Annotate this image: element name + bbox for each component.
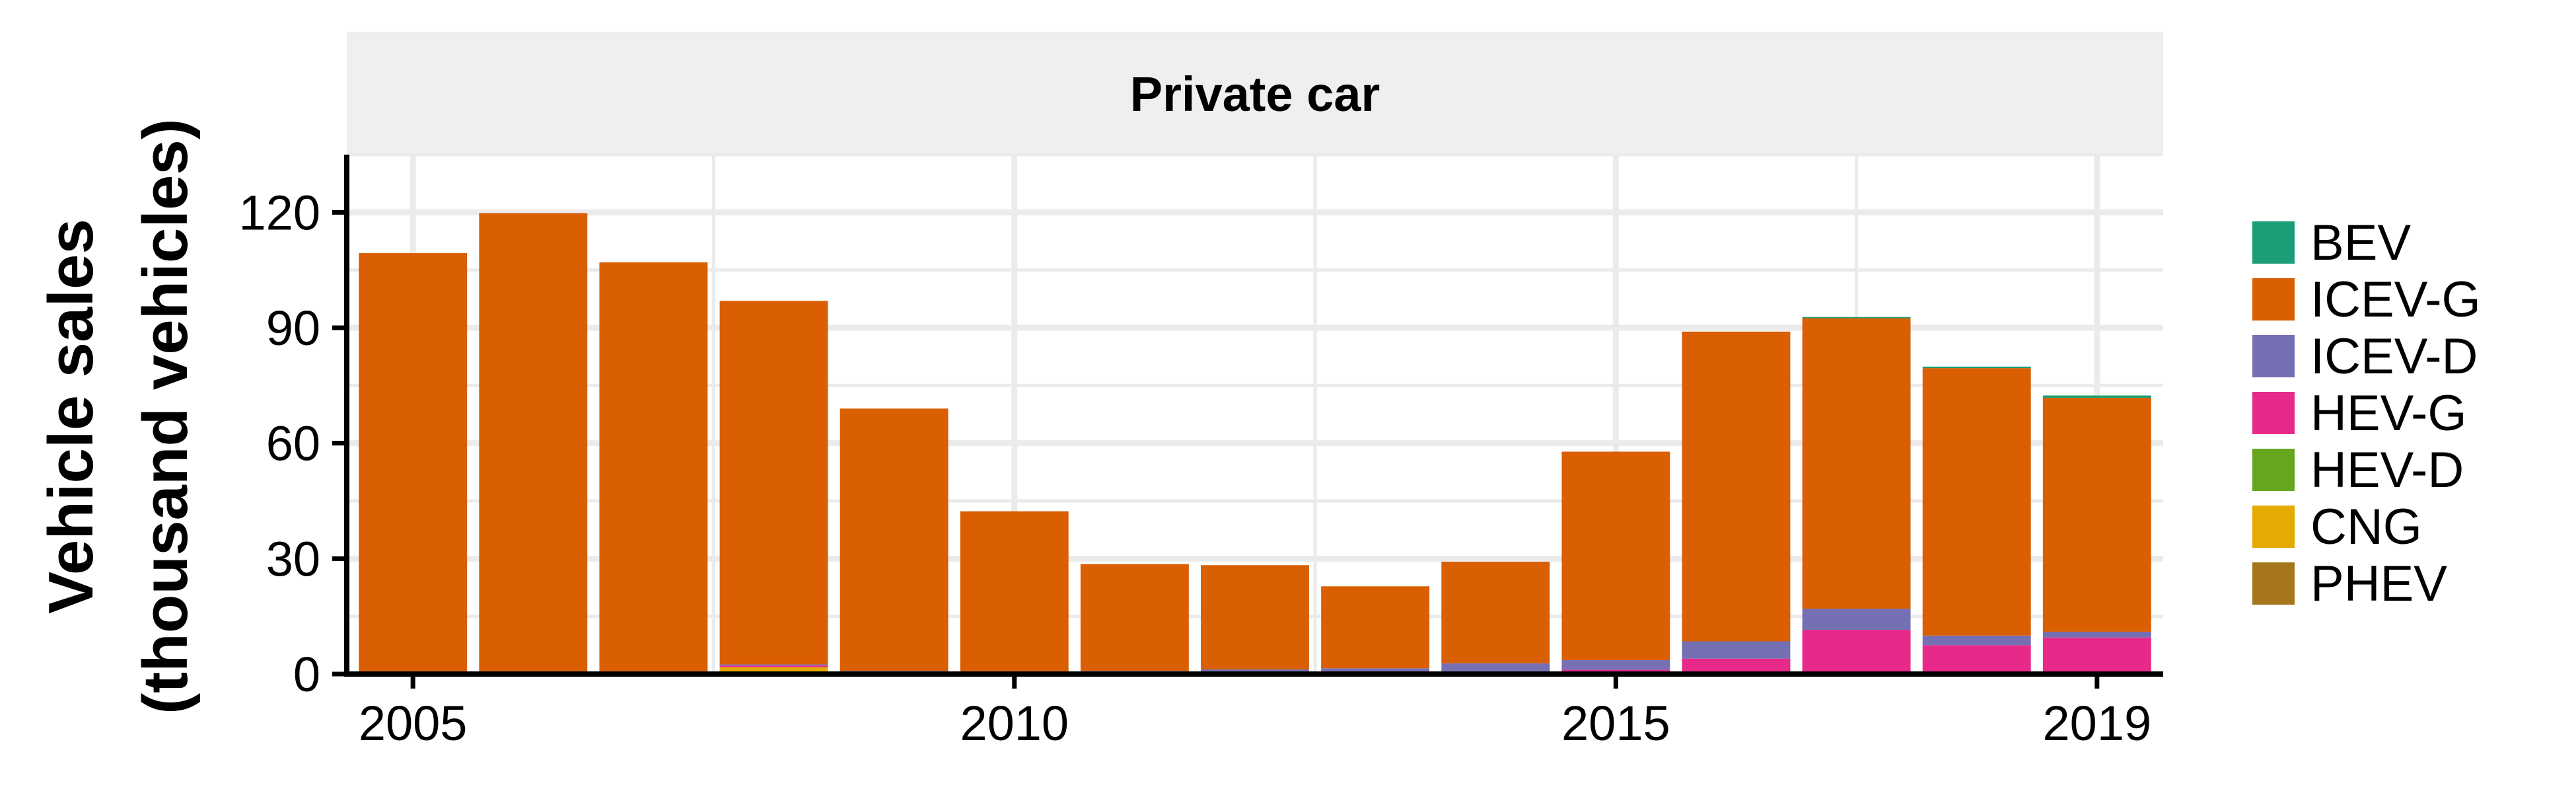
y-tick-label: 0 xyxy=(293,647,320,702)
x-tick-label: 2019 xyxy=(2043,696,2152,751)
bar-icev-d-2018 xyxy=(1922,635,2031,646)
legend-key-hev-g xyxy=(2252,392,2295,434)
bar-bev-2017 xyxy=(1802,317,1911,319)
facet-label: Private car xyxy=(1130,67,1380,122)
legend-label-icev-g: ICEV-G xyxy=(2310,272,2481,328)
y-axis-title: Vehicle sales (thousand vehicles) xyxy=(36,118,201,714)
x-tick-label: 2010 xyxy=(960,696,1069,751)
bar-icev-g-2011 xyxy=(1080,564,1189,671)
bar-icev-g-2019 xyxy=(2042,397,2151,632)
y-axis-title-line1: Vehicle sales xyxy=(36,219,106,614)
bar-icev-d-2019 xyxy=(2042,631,2151,638)
legend-label-cng: CNG xyxy=(2310,499,2422,555)
bar-icev-g-2018 xyxy=(1922,368,2031,636)
y-tick-label: 60 xyxy=(266,416,320,471)
legend-key-bev xyxy=(2252,221,2295,264)
bar-icev-d-2008 xyxy=(719,664,828,666)
bar-icev-g-2010 xyxy=(960,511,1069,671)
legend-key-phev xyxy=(2252,562,2295,605)
legend-key-hev-d xyxy=(2252,449,2295,491)
legend-key-icev-g xyxy=(2252,278,2295,321)
bar-cng-2008 xyxy=(719,667,828,674)
bar-hev-g-2017 xyxy=(1802,630,1911,674)
bar-hev-g-2018 xyxy=(1922,645,2031,674)
facet-strip xyxy=(347,32,2163,155)
bar-icev-g-2008 xyxy=(719,301,828,665)
y-tick-label: 90 xyxy=(266,301,320,356)
bar-icev-g-2006 xyxy=(479,213,588,673)
bar-bev-2018 xyxy=(1922,366,2031,369)
bar-icev-d-2016 xyxy=(1682,641,1791,659)
bar-icev-g-2014 xyxy=(1441,561,1550,663)
y-tick-label: 30 xyxy=(266,531,320,586)
legend-key-icev-d xyxy=(2252,335,2295,377)
legend-label-hev-g: HEV-G xyxy=(2310,385,2467,441)
bar-icev-g-2005 xyxy=(359,253,468,673)
bar-icev-g-2017 xyxy=(1802,318,1911,609)
legend-key-cng xyxy=(2252,506,2295,548)
legend-label-bev: BEV xyxy=(2310,215,2411,271)
bar-icev-d-2015 xyxy=(1561,660,1670,670)
bar-hev-g-2008 xyxy=(719,665,828,667)
bar-icev-d-2017 xyxy=(1802,609,1911,630)
axis-layer: 0 30 60 90 120 2005 2010 2015 2019 xyxy=(239,155,2163,751)
legend-label-icev-d: ICEV-D xyxy=(2310,328,2478,385)
bar-hev-g-2016 xyxy=(1682,658,1791,674)
bar-layer xyxy=(359,213,2151,674)
bar-icev-d-2013 xyxy=(1321,668,1430,673)
bar-icev-g-2007 xyxy=(599,262,708,671)
bar-icev-g-2012 xyxy=(1201,565,1309,670)
x-tick-label: 2005 xyxy=(359,696,468,751)
y-tick-label: 120 xyxy=(239,185,320,240)
legend-label-hev-d: HEV-D xyxy=(2310,442,2464,498)
bar-hev-g-2019 xyxy=(2042,637,2151,674)
bar-icev-d-2012 xyxy=(1201,669,1309,673)
y-axis-title-line2: (thousand vehicles) xyxy=(130,118,201,714)
bar-icev-d-2014 xyxy=(1441,663,1550,671)
bar-icev-g-2013 xyxy=(1321,586,1430,669)
bar-bev-2019 xyxy=(2042,395,2151,398)
legend-label-phev: PHEV xyxy=(2310,556,2447,612)
bar-icev-g-2016 xyxy=(1682,331,1791,642)
bar-icev-g-2015 xyxy=(1561,451,1670,661)
bar-icev-g-2009 xyxy=(840,408,948,671)
x-tick-label: 2015 xyxy=(1561,696,1670,751)
